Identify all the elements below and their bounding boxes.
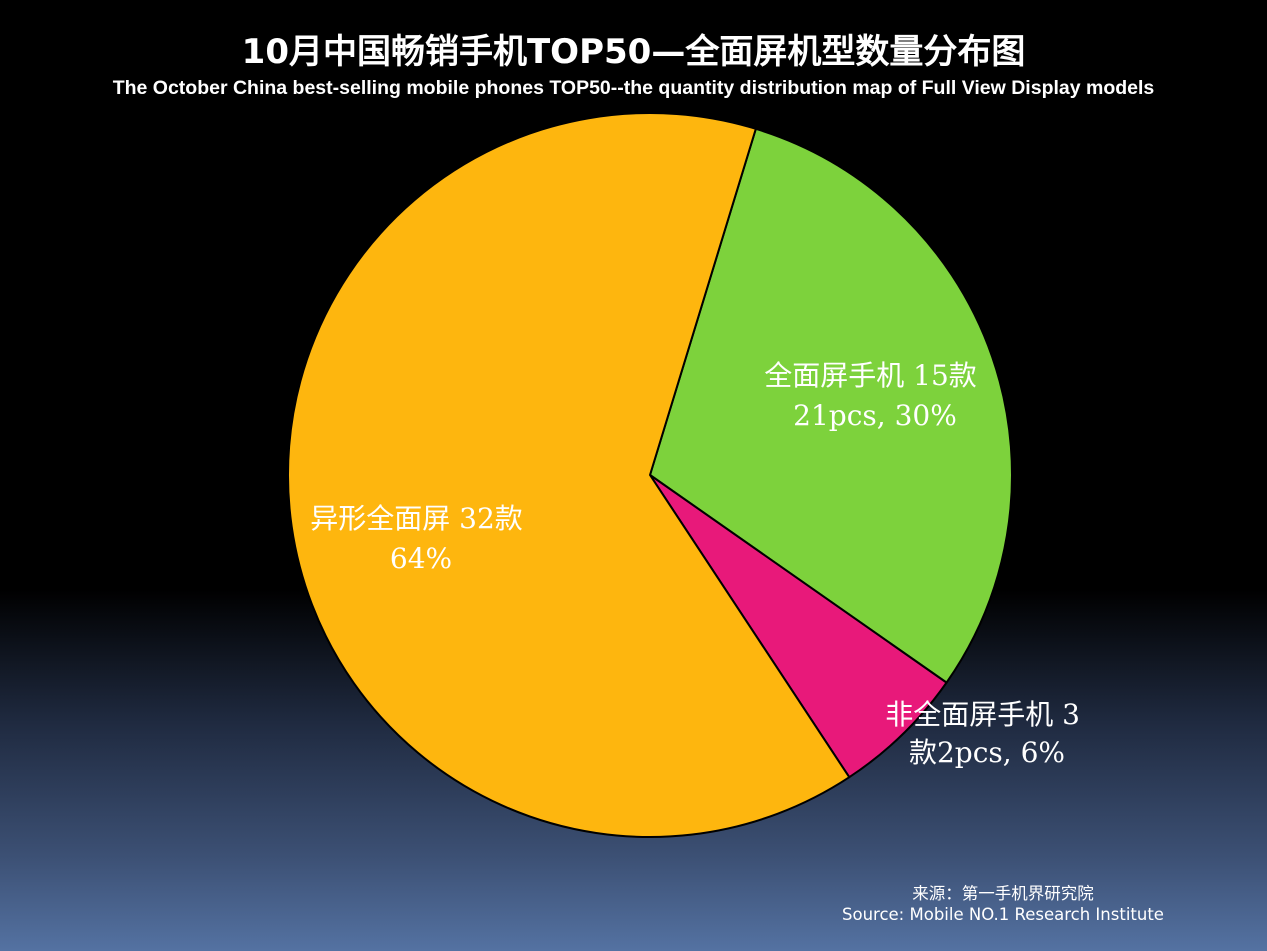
slice-label-notch-line2: 64% — [390, 542, 452, 575]
pie-slice-notch — [287, 112, 851, 838]
slice-label-non-full-view: 非全面屏手机 3 款2pcs, 6% — [885, 698, 1089, 769]
slice-label-notch: 异形全面屏 32款 64% — [310, 502, 531, 575]
slice-label-notch-line1: 异形全面屏 32款 — [310, 502, 523, 535]
pie-slice-full-view — [649, 127, 1013, 684]
slice-label-full-view-line1: 全面屏手机 15款 — [764, 359, 977, 392]
chart-title: 10月中国畅销手机TOP50—全面屏机型数量分布图 — [241, 32, 1026, 72]
slice-label-non-full-view-line1: 非全面屏手机 3 — [885, 698, 1080, 731]
slice-label-non-full-view-line2: 款2pcs, 6% — [909, 736, 1065, 769]
slice-label-full-view-line2: 21pcs, 30% — [793, 399, 957, 432]
slice-label-full-view: 全面屏手机 15款 21pcs, 30% — [764, 359, 985, 432]
source-text-en: Source: Mobile NO.1 Research Institute — [842, 905, 1164, 924]
source-text-zh: 来源：第一手机界研究院 — [912, 884, 1094, 903]
chart-subtitle: The October China best-selling mobile ph… — [112, 77, 1155, 99]
pie-slice-non-full-view — [649, 474, 948, 779]
